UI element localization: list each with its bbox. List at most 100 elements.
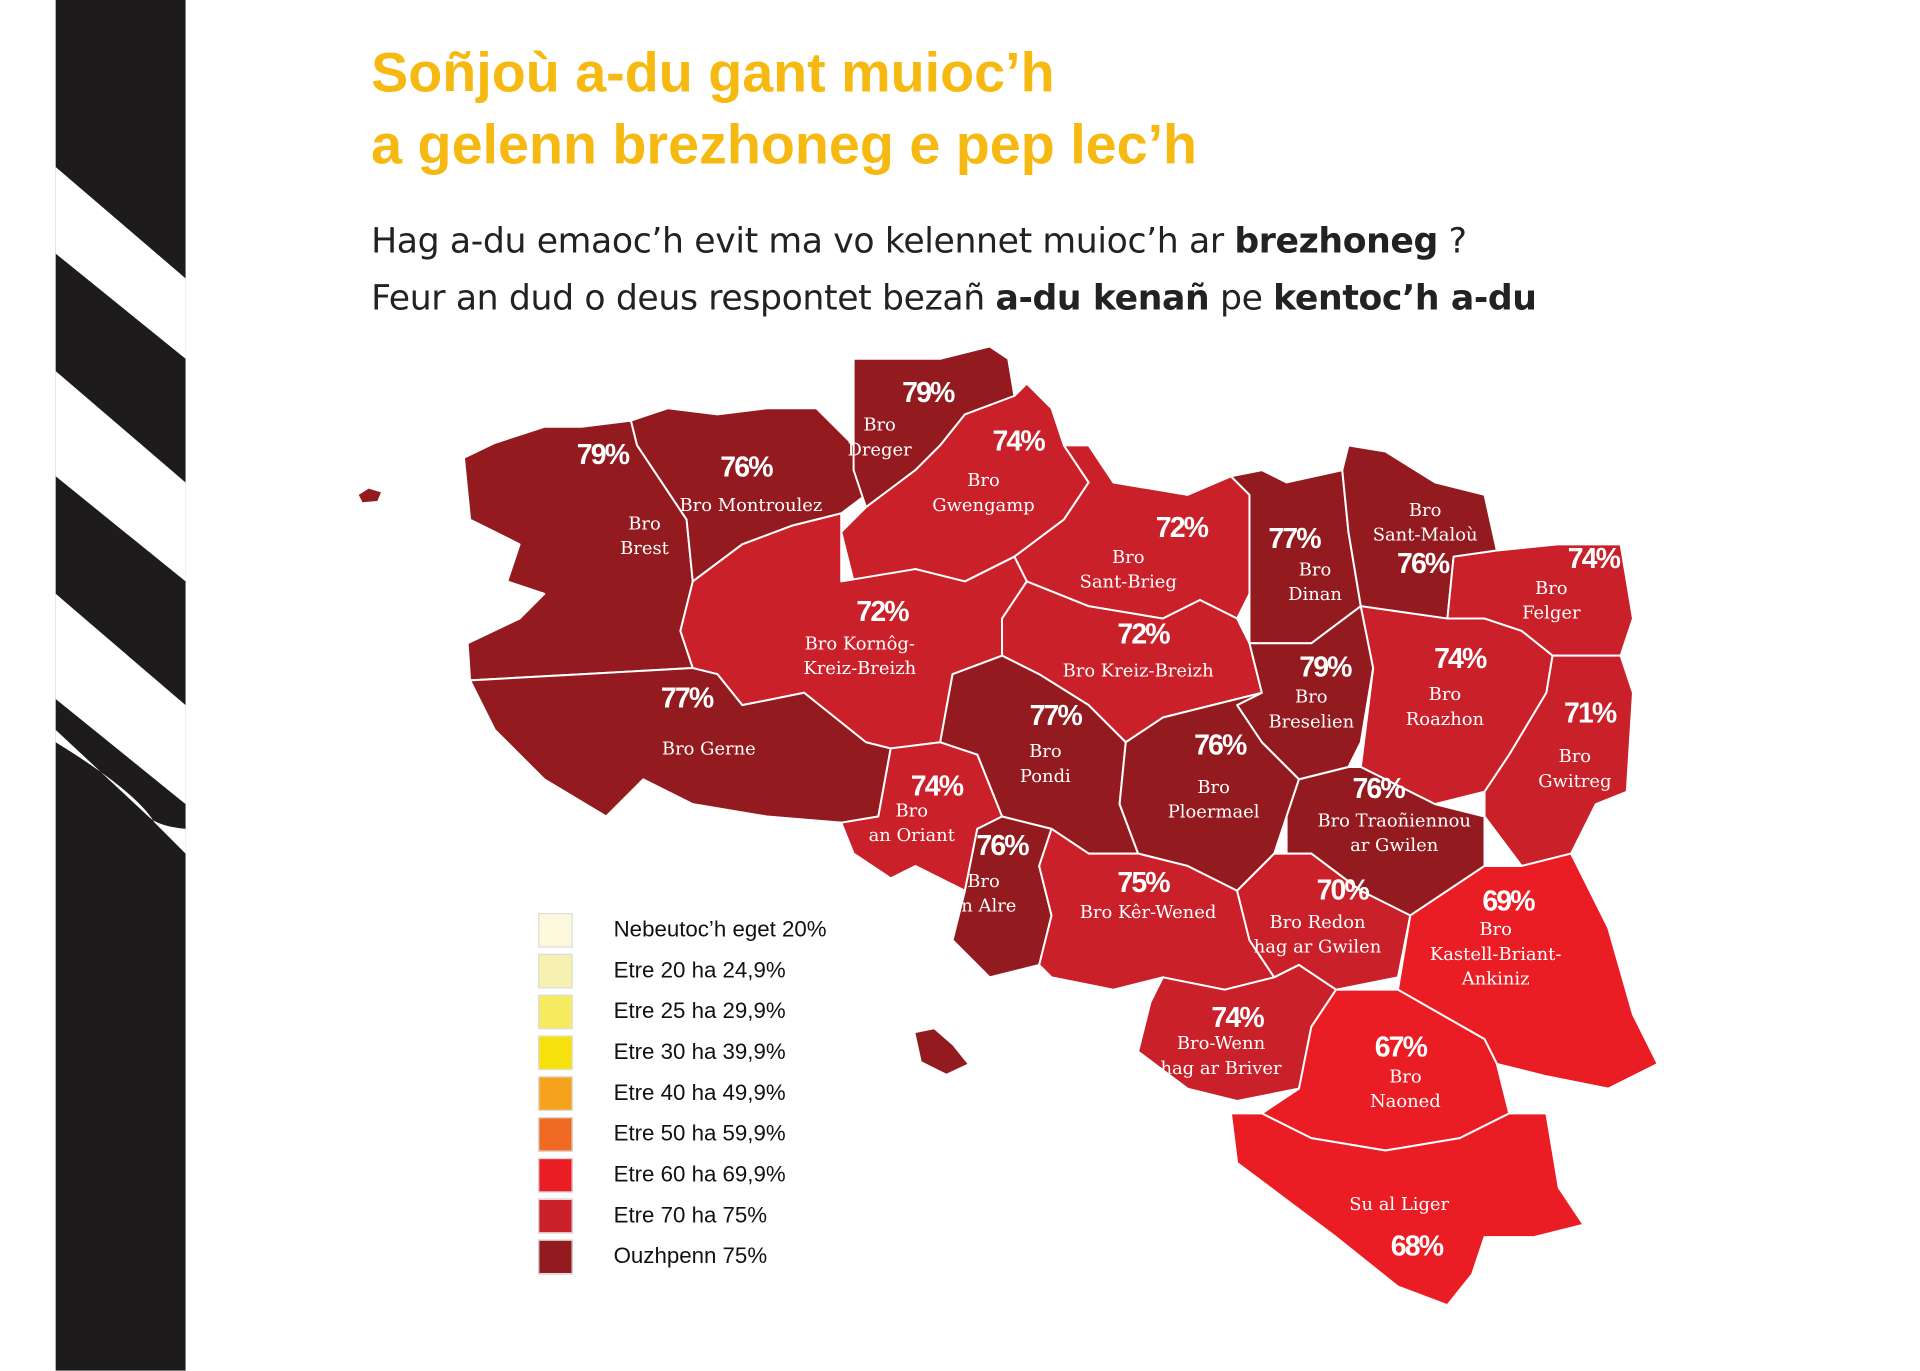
region-name: Bro Gerne <box>662 739 756 760</box>
region-shape <box>840 741 1004 892</box>
region-name: Bro <box>1409 500 1442 521</box>
region-percentage: 68% <box>1391 1231 1444 1263</box>
legend-item: Etre 50 ha 59,9% <box>538 1113 826 1154</box>
region-percentage: 76% <box>720 451 773 483</box>
region-name: Roazhon <box>1406 709 1485 730</box>
region-percentage: 79% <box>577 439 630 471</box>
region-percentage: 76% <box>976 830 1029 862</box>
region-percentage: 79% <box>1299 652 1352 684</box>
legend-swatch <box>538 1075 573 1111</box>
legend-item: Nebeutoc’h eget 20% <box>538 909 827 950</box>
region-name: Pondi <box>1020 766 1071 787</box>
region-name: Gwitreg <box>1538 771 1611 792</box>
region-percentage: 77% <box>1268 523 1321 555</box>
region-percentage: 77% <box>1030 700 1083 732</box>
legend-item: Etre 25 ha 29,9% <box>538 991 826 1032</box>
region-percentage: 71% <box>1564 697 1617 729</box>
region-name: Bro-Wenn <box>1177 1033 1266 1054</box>
legend-label: Etre 25 ha 29,9% <box>613 998 786 1024</box>
region-name: Bro <box>967 470 1000 491</box>
region-name: Breselien <box>1268 711 1354 732</box>
legend-label: Etre 40 ha 49,9% <box>613 1079 786 1105</box>
subtitle-line-2: Feur an dud o deus respontet bezañ <box>371 277 996 318</box>
legend-swatch <box>538 1116 573 1152</box>
region-name: an Oriant <box>869 825 956 846</box>
region-name: Bro Kreiz-Breizh <box>1063 661 1215 682</box>
region-name: Bro Redon <box>1269 912 1366 933</box>
region-name: Brest <box>620 538 670 559</box>
region-percentage: 72% <box>856 596 909 628</box>
region-name: Bro Kornôg- <box>805 633 915 654</box>
title-line-1: Soñjoù a-du gant muioc’h <box>371 40 1055 104</box>
region-shape <box>1229 1112 1585 1307</box>
legend-label: Etre 30 ha 39,9% <box>613 1039 786 1064</box>
region-name: Bro <box>628 513 661 534</box>
region-percentage: 69% <box>1482 886 1535 918</box>
region-percentage: 77% <box>661 683 714 715</box>
legend-label: Nebeutoc’h eget 20% <box>613 916 827 942</box>
region-percentage: 76% <box>1397 548 1450 580</box>
legend-item: Etre 40 ha 49,9% <box>538 1073 826 1114</box>
region-name: Bro <box>1112 547 1145 568</box>
legend-label: Etre 70 ha 75% <box>613 1202 768 1228</box>
region-name: Bro Kêr-Wened <box>1080 902 1217 923</box>
region-percentage: 75% <box>1117 867 1170 899</box>
region-name: Bro <box>1479 919 1512 940</box>
subtitle-mid: pe <box>1209 277 1274 318</box>
region-name: hag ar Briver <box>1160 1058 1282 1079</box>
legend-item: Ouzhpenn 75% <box>538 1236 826 1277</box>
region-name: Bro <box>967 871 1000 892</box>
decorative-stripe-band <box>55 0 186 1371</box>
page-title: Soñjoù a-du gant muioc’h a gelenn brezho… <box>371 37 1197 181</box>
region-shape <box>1229 469 1362 645</box>
map-legend: Nebeutoc’h eget 20% Etre 20 ha 24,9% Etre … <box>538 909 827 1277</box>
region-name: Bro <box>863 415 896 436</box>
region-percentage: 74% <box>992 425 1045 457</box>
subtitle-bold: a-du kenañ <box>995 277 1210 318</box>
region-shape <box>1396 852 1659 1090</box>
region-name: Bro <box>1535 578 1568 599</box>
region-percentage: 76% <box>1352 773 1405 805</box>
title-line-2: a gelenn brezhoneg e pep lec’h <box>371 112 1198 176</box>
region-name: ar Gwilen <box>1350 835 1439 856</box>
region-name: Kastell-Briant- <box>1430 944 1562 965</box>
region-percentage: 72% <box>1156 512 1209 544</box>
legend-label: Ouzhpenn 75% <box>613 1243 768 1269</box>
legend-item: Etre 70 ha 75% <box>538 1195 826 1236</box>
region-name: Felger <box>1522 603 1581 624</box>
legend-item: Etre 30 ha 39,9% <box>538 1032 826 1073</box>
region-percentage: 72% <box>1117 618 1170 650</box>
region-percentage: 70% <box>1317 874 1370 906</box>
region-percentage: 74% <box>1568 543 1621 575</box>
legend-label: Etre 50 ha 59,9% <box>613 1120 786 1146</box>
region-name: Sant-Maloù <box>1373 525 1478 546</box>
region-percentage: 74% <box>1211 1002 1264 1034</box>
legend-swatch <box>538 1034 573 1070</box>
region-name: Su al Liger <box>1349 1194 1449 1215</box>
region-name: hag ar Gwilen <box>1254 937 1382 958</box>
region-name: Kreiz-Breizh <box>803 658 916 679</box>
region-name: Bro <box>1559 746 1592 767</box>
legend-item: Etre 60 ha 69,9% <box>538 1154 826 1195</box>
region-name: Bro <box>1429 684 1462 705</box>
region-name: Sant-Brieg <box>1080 572 1177 593</box>
region-name: Ankiniz <box>1461 969 1530 990</box>
legend-item: Etre 20 ha 24,9% <box>538 950 826 991</box>
legend-swatch <box>538 994 573 1029</box>
region-name: Bro <box>1295 687 1328 708</box>
region-shape <box>629 407 867 583</box>
region-percentage: 67% <box>1375 1031 1428 1063</box>
region-percentage: 79% <box>902 377 955 409</box>
subtitle: Hag a-du emaoc’h evit ma vo kelennet mui… <box>371 213 1537 327</box>
legend-label: Etre 60 ha 69,9% <box>613 1161 786 1187</box>
legend-swatch <box>538 1157 573 1192</box>
region-name: Dinan <box>1288 584 1342 605</box>
region-name: Gwengamp <box>932 495 1034 516</box>
legend-swatch <box>538 912 573 948</box>
region-name: Bro <box>1197 777 1230 798</box>
region-name: an Alre <box>951 896 1017 917</box>
region-name: Bro <box>895 800 928 821</box>
island-shape <box>358 488 382 503</box>
legend-swatch <box>538 953 573 988</box>
island-shape <box>915 1029 968 1074</box>
